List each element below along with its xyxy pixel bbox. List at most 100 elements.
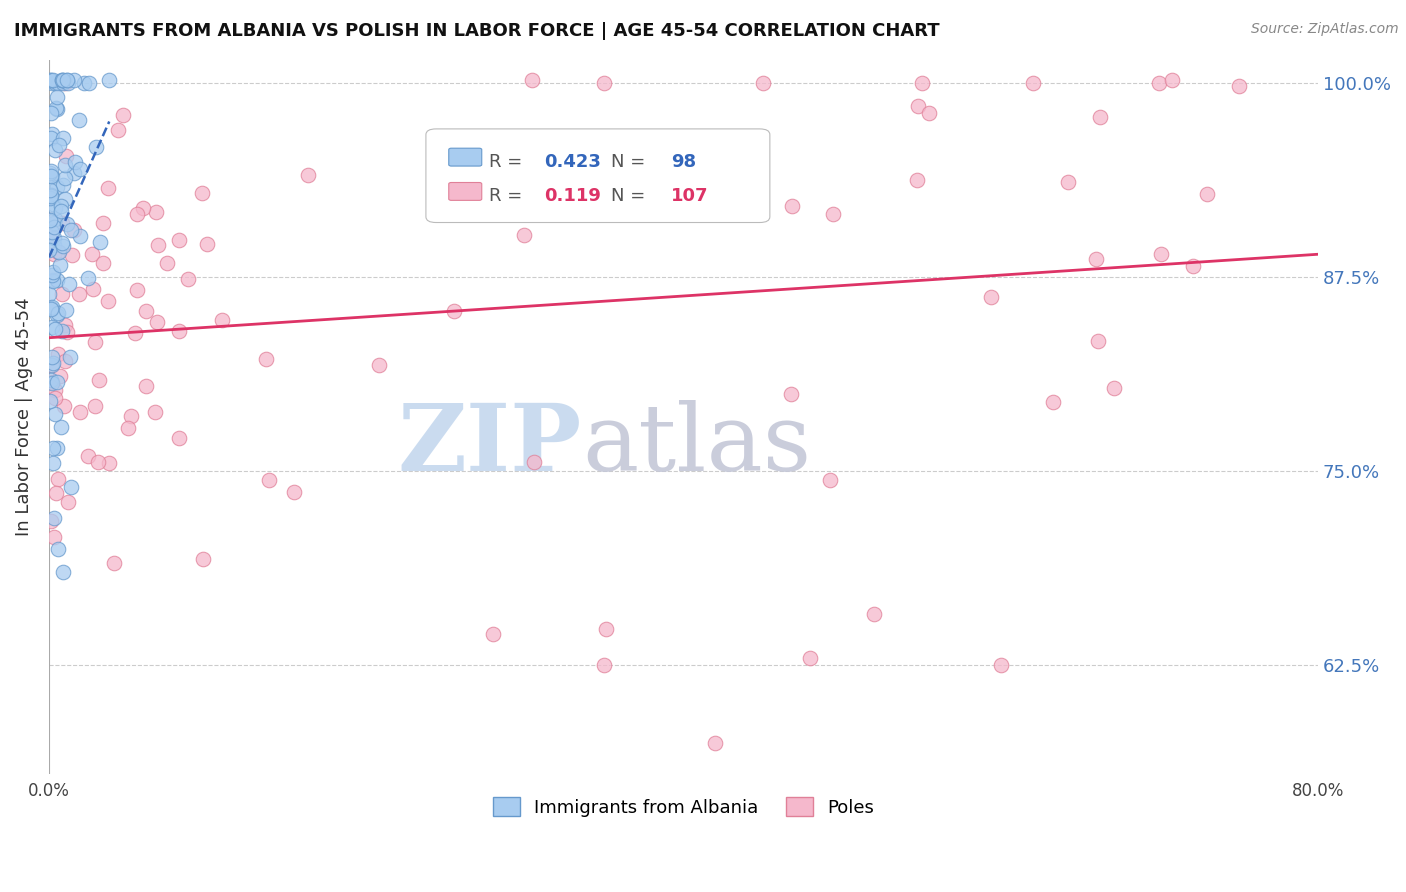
- Point: [46, 180, 69, 194]
- Point: [46, 273, 69, 287]
- Point: [58, 277, 80, 292]
- Point: [519, 146, 541, 161]
- Point: [49, 258, 72, 272]
- Point: [41, 300, 63, 314]
- Point: [704, 736, 727, 750]
- Point: [38, 190, 60, 204]
- Point: [56, 72, 79, 87]
- Point: [42, 511, 65, 525]
- Point: [367, 358, 389, 372]
- Point: [52, 238, 75, 252]
- Point: [60, 222, 83, 236]
- Point: [593, 658, 616, 673]
- Point: [41, 76, 63, 90]
- FancyBboxPatch shape: [449, 148, 482, 166]
- Point: [905, 173, 928, 187]
- Point: [44, 407, 66, 421]
- Point: [44, 383, 66, 397]
- Point: [55, 149, 77, 163]
- Point: [41, 301, 63, 315]
- Point: [56, 325, 79, 339]
- Point: [39, 375, 62, 389]
- Point: [595, 622, 617, 636]
- Point: [46, 244, 69, 259]
- Point: [42, 530, 65, 544]
- Point: [91, 216, 114, 230]
- Point: [44, 143, 66, 157]
- Point: [42, 231, 65, 245]
- Point: [56, 218, 79, 232]
- Point: [146, 238, 169, 252]
- Point: [48, 541, 70, 556]
- Point: [38, 394, 60, 409]
- FancyBboxPatch shape: [426, 129, 770, 222]
- Point: [41, 196, 63, 211]
- Point: [145, 205, 167, 219]
- Point: [97, 180, 120, 194]
- Point: [44, 211, 66, 226]
- Point: [44, 201, 66, 215]
- Text: 0.119: 0.119: [544, 187, 600, 205]
- Point: [1042, 394, 1064, 409]
- Point: [146, 315, 169, 329]
- Point: [283, 484, 305, 499]
- Point: [44, 321, 66, 335]
- Point: [91, 256, 114, 270]
- Point: [52, 565, 75, 579]
- Text: N =: N =: [612, 153, 645, 170]
- Point: [56, 76, 79, 90]
- Point: [112, 108, 135, 122]
- Point: [821, 207, 844, 221]
- Point: [135, 303, 157, 318]
- Point: [39, 188, 62, 202]
- Point: [429, 194, 451, 208]
- Point: [52, 130, 75, 145]
- Point: [46, 472, 69, 486]
- Point: [63, 223, 86, 237]
- Point: [51, 324, 73, 338]
- Point: [117, 421, 139, 435]
- Point: [60, 248, 83, 262]
- Point: [780, 198, 803, 212]
- Y-axis label: In Labor Force | Age 45-54: In Labor Force | Age 45-54: [15, 298, 32, 536]
- Point: [39, 183, 62, 197]
- Point: [67, 113, 90, 128]
- Point: [65, 154, 87, 169]
- Point: [512, 227, 534, 242]
- Point: [1227, 78, 1250, 93]
- Point: [1056, 175, 1078, 189]
- Point: [52, 399, 75, 413]
- Point: [51, 287, 73, 301]
- Point: [125, 207, 148, 221]
- Point: [58, 495, 80, 509]
- Point: [41, 225, 63, 239]
- Point: [49, 419, 72, 434]
- Point: [39, 72, 62, 87]
- Point: [1088, 110, 1111, 124]
- Point: [44, 391, 66, 405]
- Point: [132, 201, 155, 215]
- Point: [254, 351, 277, 366]
- Point: [1102, 381, 1125, 395]
- Point: [53, 159, 76, 173]
- Point: [49, 369, 72, 384]
- Point: [1181, 259, 1204, 273]
- Point: [125, 283, 148, 297]
- Point: [41, 169, 63, 183]
- Point: [53, 170, 76, 185]
- Point: [45, 485, 67, 500]
- Point: [42, 356, 65, 370]
- Point: [42, 246, 65, 260]
- Point: [124, 326, 146, 340]
- Point: [39, 213, 62, 227]
- Point: [1195, 186, 1218, 201]
- Point: [82, 282, 104, 296]
- Point: [167, 431, 190, 445]
- Point: [42, 216, 65, 230]
- Point: [752, 76, 775, 90]
- Point: [39, 228, 62, 243]
- Point: [49, 199, 72, 213]
- Point: [42, 456, 65, 470]
- Text: 107: 107: [671, 187, 709, 205]
- Point: [51, 236, 73, 251]
